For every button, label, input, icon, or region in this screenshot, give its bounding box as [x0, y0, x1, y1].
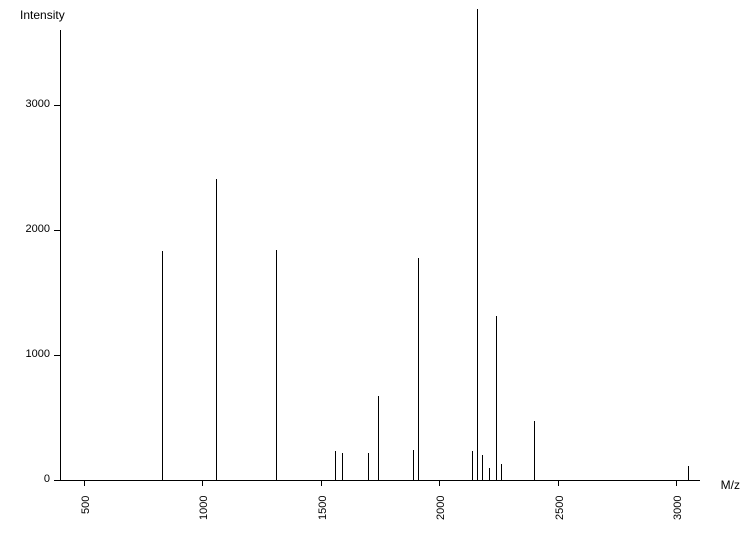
x-tick	[439, 480, 440, 486]
spectrum-peak	[472, 451, 473, 480]
spectrum-peak	[378, 396, 379, 480]
spectrum-peak	[477, 9, 478, 480]
y-tick-label: 3000	[10, 98, 50, 110]
spectrum-peak	[489, 468, 490, 481]
x-axis-line	[60, 480, 700, 481]
spectrum-peak	[276, 250, 277, 480]
spectrum-peak	[342, 453, 343, 481]
x-axis-title: M/z	[721, 478, 740, 492]
spectrum-peak	[368, 453, 369, 481]
y-axis-line	[60, 30, 61, 480]
x-tick	[202, 480, 203, 486]
plot-area: 500100015002000250030000100020003000	[60, 30, 700, 480]
spectrum-peak	[496, 316, 497, 480]
y-tick	[54, 355, 60, 356]
x-tick-label: 2000	[435, 496, 447, 520]
spectrum-peak	[216, 179, 217, 480]
spectrum-peak	[501, 464, 502, 480]
x-tick-label: 500	[80, 496, 92, 514]
x-tick	[321, 480, 322, 486]
y-tick	[54, 230, 60, 231]
x-tick	[558, 480, 559, 486]
y-tick-label: 2000	[10, 223, 50, 235]
spectrum-peak	[688, 466, 689, 480]
x-tick-label: 2500	[554, 496, 566, 520]
spectrum-peak	[482, 455, 483, 480]
mass-spectrum-chart: Intensity M/z 50010001500200025003000010…	[0, 0, 750, 540]
spectrum-peak	[162, 251, 163, 480]
x-tick-label: 1000	[198, 496, 210, 520]
y-tick-label: 0	[10, 473, 50, 485]
y-tick	[54, 105, 60, 106]
x-tick	[676, 480, 677, 486]
x-tick-label: 3000	[672, 496, 684, 520]
spectrum-peak	[413, 450, 414, 480]
spectrum-peak	[335, 451, 336, 480]
y-tick-label: 1000	[10, 348, 50, 360]
y-axis-title: Intensity	[20, 8, 65, 22]
x-tick	[84, 480, 85, 486]
spectrum-peak	[534, 421, 535, 480]
x-tick-label: 1500	[317, 496, 329, 520]
spectrum-peak	[418, 258, 419, 481]
y-tick	[54, 480, 60, 481]
